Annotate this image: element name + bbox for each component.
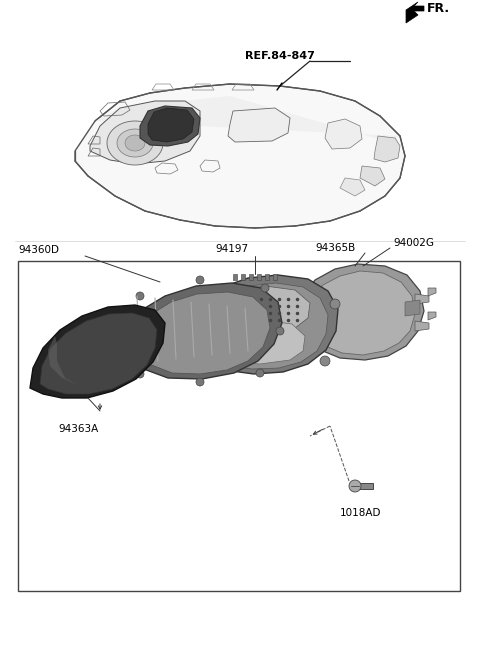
Polygon shape <box>415 321 429 331</box>
Bar <box>273 274 277 280</box>
Polygon shape <box>428 312 436 320</box>
Polygon shape <box>406 2 424 23</box>
Polygon shape <box>115 283 282 379</box>
Circle shape <box>256 369 264 377</box>
Circle shape <box>180 356 190 366</box>
Circle shape <box>349 480 361 492</box>
Bar <box>241 274 245 280</box>
Polygon shape <box>355 483 373 489</box>
Text: 1018AD: 1018AD <box>340 508 382 518</box>
Polygon shape <box>415 294 429 304</box>
Polygon shape <box>48 336 80 386</box>
Polygon shape <box>125 135 145 151</box>
Polygon shape <box>75 84 405 228</box>
Circle shape <box>320 356 330 366</box>
Bar <box>265 274 269 280</box>
Polygon shape <box>90 101 200 164</box>
Text: 94365B: 94365B <box>315 243 355 253</box>
Text: 94363A: 94363A <box>58 424 98 434</box>
Polygon shape <box>40 313 157 394</box>
Polygon shape <box>374 136 400 162</box>
Bar <box>257 274 261 280</box>
Circle shape <box>111 334 119 342</box>
Polygon shape <box>325 119 362 149</box>
Polygon shape <box>360 166 385 186</box>
Polygon shape <box>286 291 300 301</box>
Text: REF.84-847: REF.84-847 <box>245 51 315 61</box>
Polygon shape <box>140 106 200 146</box>
Bar <box>233 274 237 280</box>
Text: 94002G: 94002G <box>393 238 434 248</box>
Polygon shape <box>428 288 436 296</box>
Text: 94197: 94197 <box>215 244 248 254</box>
Circle shape <box>196 276 204 284</box>
Polygon shape <box>175 275 338 374</box>
Circle shape <box>136 370 144 378</box>
Circle shape <box>136 292 144 300</box>
Circle shape <box>276 327 284 335</box>
Circle shape <box>196 378 204 386</box>
Polygon shape <box>340 178 365 196</box>
Polygon shape <box>405 300 420 316</box>
Polygon shape <box>228 108 290 142</box>
Polygon shape <box>128 292 270 374</box>
Polygon shape <box>185 283 328 369</box>
Text: 888: 888 <box>246 337 264 347</box>
Polygon shape <box>286 321 300 331</box>
Text: FR.: FR. <box>427 1 450 14</box>
Polygon shape <box>210 320 305 364</box>
Bar <box>249 274 253 280</box>
Polygon shape <box>95 96 400 141</box>
Polygon shape <box>30 305 165 398</box>
Text: 94360D: 94360D <box>18 245 59 255</box>
Circle shape <box>330 299 340 309</box>
Circle shape <box>170 296 180 306</box>
Polygon shape <box>305 271 415 355</box>
Polygon shape <box>117 129 153 157</box>
Polygon shape <box>148 108 194 142</box>
Polygon shape <box>295 264 424 360</box>
Circle shape <box>261 284 269 292</box>
Polygon shape <box>210 286 310 333</box>
Polygon shape <box>107 121 163 165</box>
